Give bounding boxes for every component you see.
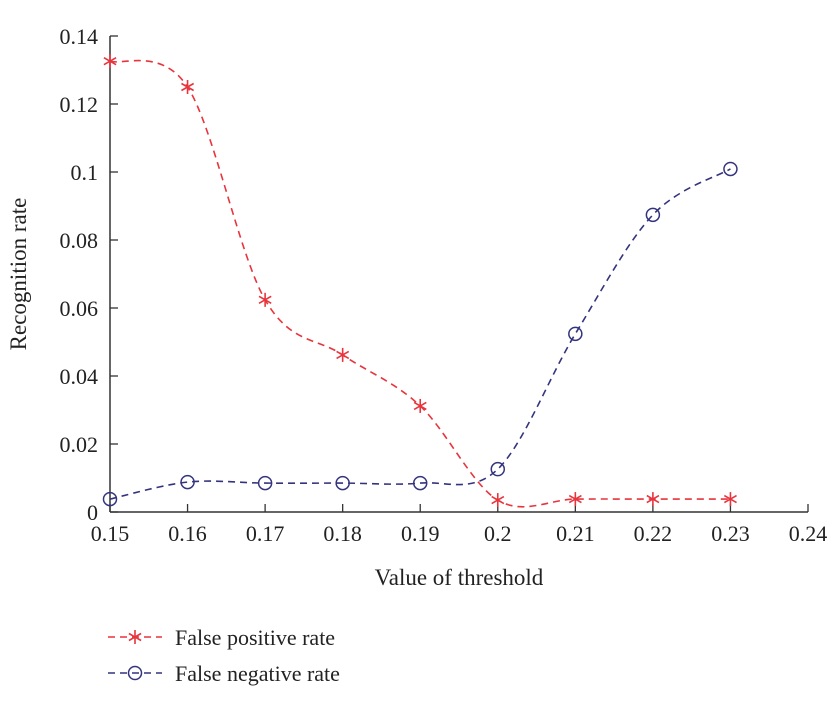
y-tick-label: 0.04 bbox=[60, 364, 99, 389]
x-tick-label: 0.15 bbox=[91, 521, 130, 546]
legend: False positive rate False negative rate bbox=[108, 625, 340, 686]
x-axis-label: Value of threshold bbox=[375, 565, 544, 590]
legend-label-false-negative: False negative rate bbox=[175, 661, 340, 686]
data-point-false-positive-rate bbox=[258, 292, 272, 307]
x-tick-label: 0.23 bbox=[711, 521, 750, 546]
legend-label-false-positive: False positive rate bbox=[175, 625, 335, 650]
x-tick-label: 0.2 bbox=[484, 521, 512, 546]
y-tick-label: 0.08 bbox=[60, 228, 99, 253]
y-tick-label: 0.1 bbox=[71, 160, 99, 185]
data-point-false-positive-rate bbox=[413, 398, 427, 413]
x-tick-label: 0.24 bbox=[789, 521, 828, 546]
x-tick-label: 0.19 bbox=[401, 521, 440, 546]
legend-marker-false-negative bbox=[127, 665, 143, 681]
data-point-false-positive-rate bbox=[491, 493, 505, 508]
y-tick-label: 0 bbox=[87, 500, 98, 525]
data-point-false-positive-rate bbox=[336, 347, 350, 362]
data-point-false-positive-rate bbox=[646, 492, 660, 507]
series-line-false-negative-rate bbox=[109, 168, 731, 500]
data-point-false-negative-rate bbox=[335, 475, 350, 491]
data-point-false-positive-rate bbox=[181, 80, 195, 94]
y-tick-label: 0.12 bbox=[60, 92, 99, 117]
x-tick-label: 0.18 bbox=[323, 521, 362, 546]
data-point-false-negative-rate bbox=[102, 491, 118, 507]
data-point-false-negative-rate bbox=[257, 475, 273, 491]
data-point-false-negative-rate bbox=[412, 475, 428, 491]
legend-marker-false-positive bbox=[128, 630, 142, 644]
data-point-false-negative-rate bbox=[723, 161, 738, 177]
series-group bbox=[102, 54, 738, 508]
x-tick-label: 0.16 bbox=[168, 521, 207, 546]
y-tick-label: 0.06 bbox=[60, 296, 99, 321]
data-point-false-negative-rate bbox=[645, 207, 661, 223]
y-tick-label: 0.02 bbox=[60, 432, 99, 457]
data-point-false-positive-rate bbox=[568, 492, 582, 507]
x-tick-label: 0.17 bbox=[246, 521, 285, 546]
data-point-false-negative-rate bbox=[180, 474, 195, 490]
data-point-false-positive-rate bbox=[103, 54, 117, 69]
y-tick-label: 0.14 bbox=[60, 24, 99, 49]
y-axis-label: Recognition rate bbox=[6, 198, 31, 351]
legend-marker-icon bbox=[127, 665, 143, 681]
legend-marker-icon bbox=[128, 630, 142, 644]
data-point-false-negative-rate bbox=[490, 461, 506, 477]
x-tick-label: 0.22 bbox=[634, 521, 673, 546]
data-point-false-positive-rate bbox=[723, 492, 737, 507]
data-point-false-negative-rate bbox=[568, 326, 583, 342]
series-line-false-positive-rate bbox=[109, 59, 731, 508]
axes: 0.15 0.16 0.17 0.18 0.19 0.2 0.21 0.22 0.23 0.24 0… bbox=[60, 24, 828, 546]
x-tick-label: 0.21 bbox=[556, 521, 595, 546]
